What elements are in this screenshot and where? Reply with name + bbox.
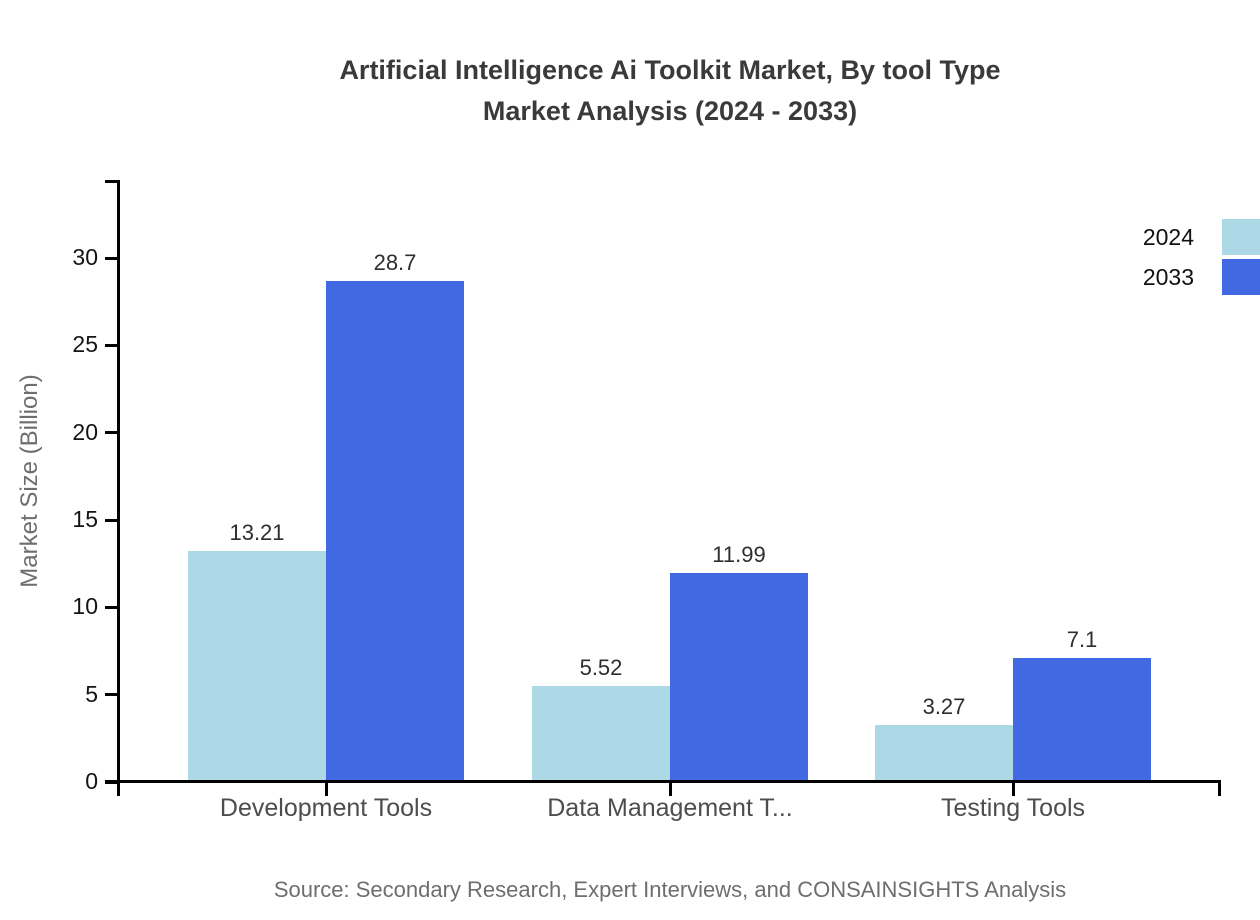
value-label-2024-1: 5.52: [579, 654, 623, 680]
chart-title-line2: Market Analysis (2024 - 2033): [482, 96, 858, 126]
value-label-2033-1: 11.99: [712, 541, 766, 567]
legend-item-2024: 2024: [1143, 219, 1260, 255]
y-tick-label: 15: [72, 506, 98, 532]
x-axis-end-cap: [1218, 780, 1221, 796]
legend-swatch-2024: [1222, 219, 1260, 255]
y-tick: [105, 256, 119, 260]
x-tick: [324, 780, 328, 796]
chart-title-line1: Artificial Intelligence Ai Toolkit Marke…: [339, 55, 1001, 85]
bar-2024-0: [188, 551, 326, 782]
y-tick: [105, 780, 119, 784]
y-tick-label: 30: [72, 244, 98, 270]
value-label-2024-2: 3.27: [922, 693, 966, 719]
chart-title: Artificial Intelligence Ai Toolkit Marke…: [80, 50, 1260, 132]
y-tick-label: 10: [72, 593, 98, 620]
legend-label-2024: 2024: [1142, 223, 1194, 250]
category-label: Testing Tools: [940, 794, 1086, 822]
y-tick: [105, 605, 119, 609]
category-label: Data Management T...: [547, 794, 793, 822]
y-axis-top-cap: [105, 180, 120, 183]
bar-2033-2: [1013, 657, 1151, 782]
legend-label-2033: 2033: [1142, 263, 1194, 290]
y-axis-line: [117, 180, 120, 796]
y-tick-label: 25: [72, 331, 98, 358]
x-tick: [1011, 780, 1015, 796]
y-tick: [105, 693, 119, 697]
legend: 2024 2033: [1143, 219, 1260, 295]
y-tick-label: 20: [72, 418, 98, 445]
legend-swatch-2033: [1222, 259, 1260, 295]
bar-2033-1: [670, 572, 808, 782]
source-note: Source: Secondary Research, Expert Inter…: [273, 877, 1067, 902]
y-tick: [105, 431, 119, 435]
bar-2024-2: [875, 724, 1013, 782]
y-tick-label: 5: [85, 680, 98, 707]
x-tick: [668, 780, 672, 796]
y-tick-label: 0: [85, 768, 98, 794]
value-label-2033-2: 7.1: [1066, 626, 1098, 652]
legend-item-2033: 2033: [1143, 259, 1260, 295]
y-tick: [105, 518, 119, 522]
y-tick: [105, 343, 119, 347]
x-axis-line: [105, 780, 1221, 783]
bar-2024-1: [532, 685, 670, 782]
category-label: Development Tools: [219, 794, 433, 822]
value-label-2033-0: 28.7: [373, 249, 417, 275]
value-label-2024-0: 13.21: [229, 520, 285, 546]
bar-2033-0: [326, 280, 464, 782]
